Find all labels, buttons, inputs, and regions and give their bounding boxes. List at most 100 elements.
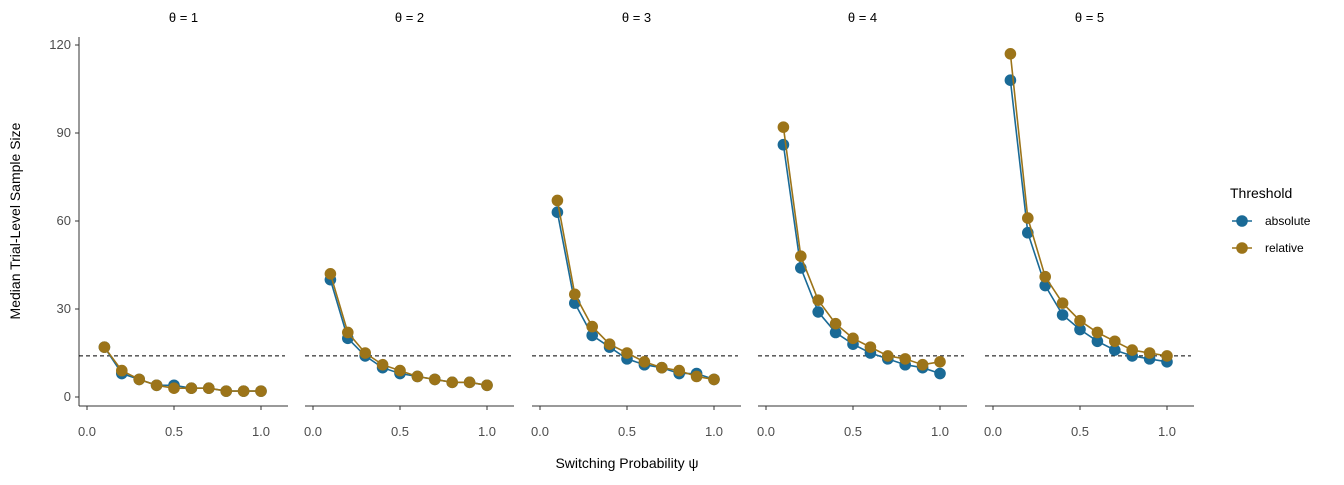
x-tick-label: 0.5 [1071, 424, 1089, 439]
data-point [1091, 326, 1104, 339]
series-relative [777, 121, 946, 371]
data-point [1056, 309, 1069, 321]
series-line [329, 273, 488, 387]
legend-entry: relative [1232, 241, 1304, 255]
x-tick-label: 1.0 [252, 424, 270, 439]
data-point [1004, 48, 1017, 60]
data-point [446, 376, 459, 389]
data-point [1143, 347, 1156, 359]
data-point [1039, 270, 1051, 283]
data-point [1161, 350, 1173, 362]
series-line [782, 126, 941, 366]
data-point [255, 385, 267, 397]
x-tick-label: 1.0 [478, 424, 496, 439]
data-point [934, 356, 946, 368]
legend-key-point [1236, 242, 1248, 254]
y-tick-label: 0 [64, 389, 71, 404]
data-point [342, 326, 354, 339]
series-line [1009, 53, 1168, 357]
series-relative [98, 341, 267, 397]
data-point [899, 353, 911, 365]
series-line [103, 346, 261, 392]
data-point [220, 385, 232, 397]
y-tick-label: 30 [57, 301, 71, 316]
y-tick-label: 90 [57, 125, 71, 140]
x-tick-label: 0.0 [531, 424, 549, 439]
data-point [673, 364, 685, 377]
series-relative [324, 268, 493, 392]
x-tick-label: 1.0 [705, 424, 723, 439]
x-tick-label: 1.0 [1158, 424, 1176, 439]
series-line [782, 144, 941, 375]
data-point [1109, 344, 1121, 356]
data-point [394, 364, 406, 377]
data-point [551, 194, 564, 207]
data-point [376, 358, 389, 371]
data-point [882, 350, 894, 362]
legend-entry: absolute [1232, 214, 1311, 228]
data-point [864, 341, 877, 353]
data-point [708, 373, 720, 386]
y-tick-label: 120 [49, 37, 71, 52]
series-line [556, 200, 715, 381]
x-tick-label: 0.0 [984, 424, 1002, 439]
x-tick-label: 0.5 [391, 424, 409, 439]
facet-title: θ = 5 [1075, 10, 1104, 25]
facet-title: θ = 4 [848, 10, 877, 25]
data-point [1039, 279, 1051, 292]
data-point [185, 382, 198, 395]
series-line [329, 279, 488, 387]
series-line [103, 346, 261, 392]
data-point [551, 206, 564, 218]
facet-panel: θ = 2 0.0 0.5 1.0 [304, 10, 514, 439]
data-point [586, 320, 598, 333]
data-point [324, 268, 337, 280]
facet-panel: θ = 3 0.0 0.5 1.0 [531, 10, 741, 439]
data-point [812, 306, 824, 318]
facet-panel: θ = 4 0.0 0.5 1.0 [757, 10, 967, 439]
x-tick-label: 0.0 [757, 424, 775, 439]
data-point [203, 382, 215, 395]
data-point [916, 358, 929, 371]
x-tick-label: 0.5 [165, 424, 183, 439]
legend-label: absolute [1265, 214, 1311, 228]
y-tick-label: 60 [57, 213, 71, 228]
data-point [586, 329, 598, 342]
data-point [1004, 74, 1017, 86]
data-point [481, 379, 493, 392]
data-point [829, 317, 842, 330]
legend: Threshold absolute relative [1230, 185, 1311, 255]
data-point [237, 385, 250, 397]
x-tick-label: 0.0 [78, 424, 96, 439]
data-point [116, 364, 128, 377]
data-point [777, 121, 790, 133]
x-axis-title: Switching Probability ψ [555, 455, 698, 471]
data-point [569, 288, 581, 301]
data-point [690, 370, 703, 383]
data-point [795, 250, 807, 262]
data-point [934, 367, 946, 380]
data-point [847, 332, 859, 345]
legend-label: relative [1265, 241, 1304, 255]
data-point [621, 347, 633, 359]
data-point [812, 294, 824, 307]
legend-title: Threshold [1230, 185, 1292, 201]
data-point [656, 361, 668, 374]
x-tick-label: 0.5 [844, 424, 862, 439]
facet-title: θ = 1 [169, 10, 198, 25]
data-point [98, 341, 111, 353]
data-point [1074, 323, 1086, 336]
x-tick-label: 0.5 [618, 424, 636, 439]
y-axis-title: Median Trial-Level Sample Size [7, 122, 23, 319]
x-tick-label: 1.0 [931, 424, 949, 439]
data-point [1091, 335, 1104, 348]
data-point [463, 376, 476, 389]
legend-entries: absolute relative [1232, 214, 1311, 255]
series-relative [1004, 48, 1173, 362]
series-line [1009, 80, 1168, 363]
data-point [638, 356, 651, 368]
data-point [1022, 212, 1034, 224]
